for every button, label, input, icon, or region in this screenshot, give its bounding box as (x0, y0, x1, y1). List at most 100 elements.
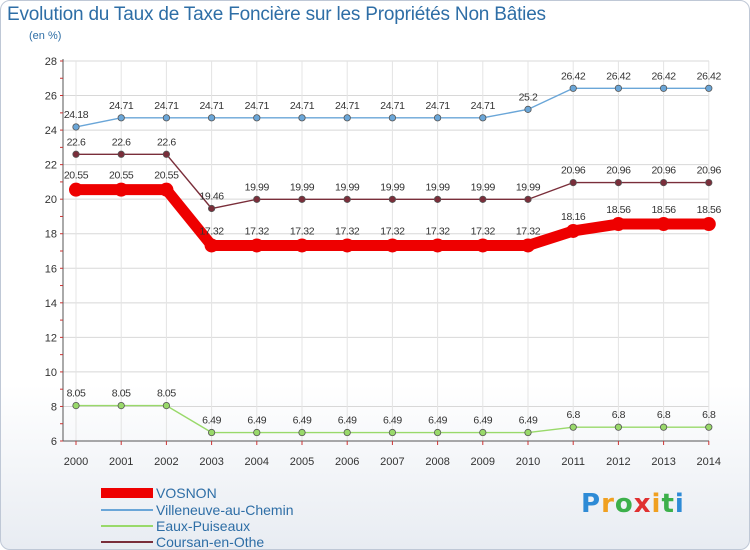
data-point-coursan-en-othe (208, 204, 216, 213)
data-point-vosnon (521, 238, 535, 253)
data-label-villeneuve-au-chemin: 24.71 (109, 100, 134, 112)
logo-letter: r (601, 489, 615, 519)
data-point-vosnon (69, 182, 83, 197)
data-label-villeneuve-au-chemin: 24.71 (290, 100, 315, 112)
data-label-eaux-puiseaux: 6.8 (566, 409, 580, 421)
data-label-coursan-en-othe: 19.99 (245, 181, 270, 193)
data-point-vosnon (159, 182, 174, 197)
legend-label-villeneuve-au-chemin: Villeneuve-au-Chemin (156, 502, 293, 518)
data-point-coursan-en-othe (569, 179, 577, 187)
y-tick-label: 10 (45, 367, 57, 379)
data-label-vosnon: 17.32 (199, 225, 224, 237)
data-label-villeneuve-au-chemin: 24.71 (471, 100, 496, 112)
data-point-vosnon (249, 238, 264, 253)
data-label-coursan-en-othe: 19.99 (380, 181, 405, 193)
data-point-eaux-puiseaux (117, 401, 125, 410)
data-point-eaux-puiseaux (298, 428, 306, 437)
data-label-coursan-en-othe: 22.6 (112, 136, 131, 148)
x-tick-label: 2001 (109, 456, 133, 468)
y-tick-label: 24 (45, 125, 57, 137)
data-label-coursan-en-othe: 20.96 (651, 165, 676, 177)
logo-letter: P (581, 489, 602, 519)
x-tick-label: 2007 (380, 456, 404, 468)
chart-title: Evolution du Taux de Taxe Foncière sur l… (7, 4, 546, 25)
logo-letter: t (661, 489, 675, 519)
data-label-villeneuve-au-chemin: 24.18 (64, 109, 89, 121)
proxiti-logo: Proxiti (581, 489, 685, 519)
data-point-coursan-en-othe (162, 150, 170, 158)
data-label-eaux-puiseaux: 6.8 (612, 409, 626, 421)
data-label-eaux-puiseaux: 6.49 (383, 415, 402, 427)
logo-letter: o (614, 489, 634, 519)
data-label-coursan-en-othe: 22.6 (67, 136, 86, 148)
data-label-eaux-puiseaux: 6.8 (657, 409, 671, 421)
y-tick-label: 8 (51, 401, 57, 413)
legend-label-vosnon: VOSNON (156, 485, 217, 501)
data-point-coursan-en-othe (388, 195, 396, 203)
x-tick-label: 2012 (606, 456, 630, 468)
y-tick-label: 14 (45, 298, 57, 310)
data-label-vosnon: 20.55 (64, 170, 89, 182)
data-point-villeneuve-au-chemin (162, 114, 170, 122)
data-label-vosnon: 18.56 (651, 204, 676, 216)
data-label-vosnon: 20.55 (154, 170, 179, 182)
data-label-eaux-puiseaux: 6.49 (293, 415, 312, 427)
x-tick-label: 2000 (64, 456, 88, 468)
data-label-coursan-en-othe: 22.6 (157, 136, 176, 148)
y-tick-label: 12 (45, 332, 57, 344)
data-label-vosnon: 17.32 (516, 225, 541, 237)
data-point-vosnon (340, 238, 355, 253)
data-label-coursan-en-othe: 19.99 (516, 181, 541, 193)
data-point-vosnon (701, 217, 716, 232)
y-tick-label: 6 (51, 436, 57, 448)
y-tick-label: 28 (45, 56, 57, 68)
data-point-vosnon (204, 238, 219, 253)
data-label-vosnon: 17.32 (471, 225, 496, 237)
unit-label: (en %) (29, 30, 62, 42)
data-label-vosnon: 18.56 (697, 204, 722, 216)
data-point-eaux-puiseaux (659, 423, 668, 431)
data-point-eaux-puiseaux (433, 428, 442, 437)
x-tick-label: 2003 (199, 456, 223, 468)
data-point-eaux-puiseaux (705, 423, 713, 431)
data-point-vosnon (114, 182, 129, 197)
logo-letter: i (651, 489, 662, 519)
data-label-eaux-puiseaux: 6.49 (428, 415, 447, 427)
data-point-coursan-en-othe (705, 179, 713, 187)
data-point-eaux-puiseaux (72, 401, 80, 410)
x-tick-label: 2005 (290, 456, 314, 468)
data-label-villeneuve-au-chemin: 26.42 (651, 70, 676, 82)
data-point-villeneuve-au-chemin (253, 114, 261, 122)
data-point-eaux-puiseaux (524, 428, 532, 437)
data-point-villeneuve-au-chemin (72, 123, 80, 131)
data-point-eaux-puiseaux (479, 428, 487, 437)
data-point-vosnon (656, 217, 671, 232)
data-point-vosnon (430, 238, 445, 253)
data-point-vosnon (295, 238, 309, 253)
data-point-villeneuve-au-chemin (569, 84, 577, 92)
data-point-eaux-puiseaux (569, 423, 577, 431)
data-label-vosnon: 20.55 (109, 170, 134, 182)
data-label-coursan-en-othe: 20.96 (697, 165, 722, 177)
data-label-eaux-puiseaux: 8.05 (112, 388, 131, 400)
data-label-eaux-puiseaux: 6.49 (247, 415, 266, 427)
data-point-eaux-puiseaux (343, 428, 351, 437)
data-label-villeneuve-au-chemin: 26.42 (561, 70, 586, 82)
data-point-eaux-puiseaux (162, 401, 170, 410)
data-point-villeneuve-au-chemin (614, 84, 623, 92)
y-tick-label: 26 (45, 91, 57, 103)
data-point-eaux-puiseaux (388, 428, 396, 437)
y-tick-label: 16 (45, 263, 57, 275)
legend-label-coursan-en-othe: Coursan-en-Othe (156, 534, 264, 550)
x-tick-label: 2002 (154, 456, 178, 468)
logo-letter: x (633, 489, 652, 519)
data-point-villeneuve-au-chemin (298, 114, 306, 122)
data-point-villeneuve-au-chemin (524, 105, 532, 113)
data-point-eaux-puiseaux (614, 423, 623, 431)
data-point-villeneuve-au-chemin (343, 114, 351, 122)
data-point-villeneuve-au-chemin (659, 84, 668, 92)
x-tick-label: 2010 (516, 456, 540, 468)
data-label-vosnon: 17.32 (245, 225, 270, 237)
data-point-villeneuve-au-chemin (388, 114, 396, 122)
data-label-vosnon: 17.32 (335, 225, 360, 237)
